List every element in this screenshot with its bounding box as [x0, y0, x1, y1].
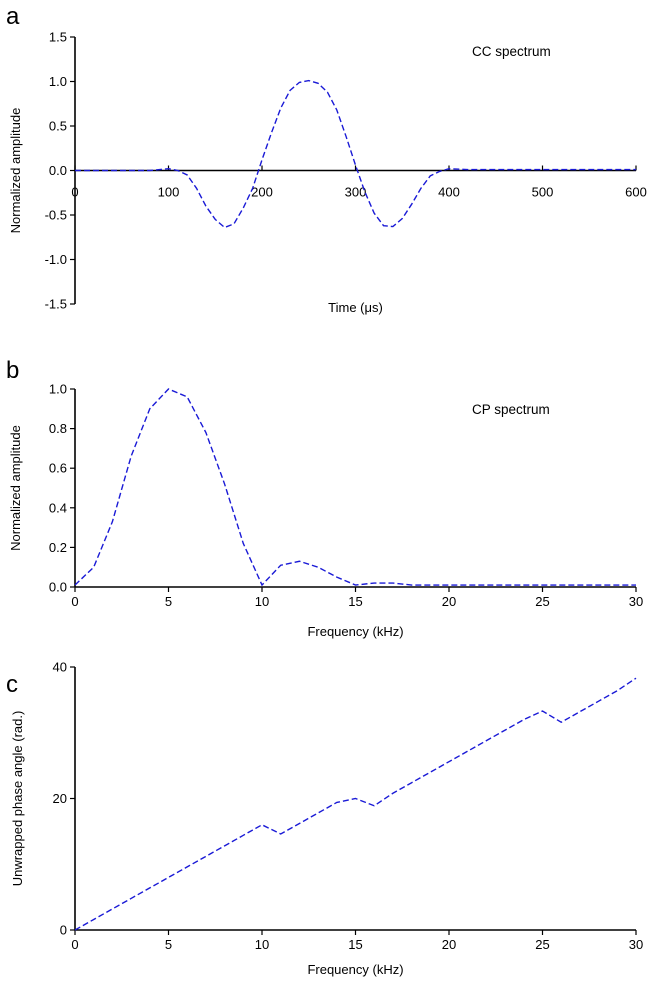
y-tick-label-b-3: 0.6	[49, 461, 67, 476]
x-tick-label-c-2: 10	[255, 937, 269, 952]
y-tick-label-b-4: 0.8	[49, 421, 67, 436]
y-axis-label-c: Unwrapped phase angle (rad.)	[10, 711, 25, 887]
x-tick-label-b-4: 20	[442, 594, 456, 609]
x-tick-label-a-5: 500	[532, 185, 554, 200]
panel-label-a: a	[6, 3, 20, 30]
x-tick-label-c-1: 5	[165, 937, 172, 952]
y-tick-label-a-4: 0.5	[49, 119, 67, 134]
x-tick-label-a-3: 300	[345, 185, 367, 200]
chart-panel-c: 0 20 40 0 5 10 15 20 25 30 Frequency (kHz) Unwrappe…	[10, 660, 643, 978]
y-tick-label-c-0: 0	[60, 923, 67, 938]
x-tick-label-a-2: 200	[251, 185, 273, 200]
series-line-c-0	[74, 677, 637, 931]
panel-label-c: c	[6, 671, 18, 698]
x-tick-label-a-4: 400	[438, 185, 460, 200]
x-tick-label-a-1: 100	[158, 185, 180, 200]
x-axis-label-b: Frequency (kHz)	[307, 624, 403, 639]
y-tick-label-a-3: 0.0	[49, 163, 67, 178]
y-tick-label-a-2: -0.5	[45, 208, 67, 223]
x-tick-label-b-6: 30	[629, 594, 643, 609]
y-axis-label-a: Normalized amplitude	[8, 108, 23, 234]
x-tick-label-c-5: 25	[535, 937, 549, 952]
y-tick-label-b-5: 1.0	[49, 382, 67, 397]
x-tick-label-b-5: 25	[535, 594, 549, 609]
annotation-a: CC spectrum	[472, 44, 551, 59]
x-tick-label-b-1: 5	[165, 594, 172, 609]
y-tick-label-a-0: -1.5	[45, 297, 67, 312]
chart-panel-b: 0.0 0.2 0.4 0.6 0.8 1.0 0 5 10 15 20 25 30 Frequency …	[8, 382, 643, 640]
x-tick-label-c-3: 15	[348, 937, 362, 952]
x-axis-label-a: Time (μs)	[328, 300, 383, 315]
y-tick-label-b-2: 0.4	[49, 500, 67, 515]
x-tick-label-c-4: 20	[442, 937, 456, 952]
y-tick-label-c-1: 20	[53, 791, 67, 806]
panel-label-b: b	[6, 357, 19, 384]
x-tick-label-a-0: 0	[71, 185, 78, 200]
x-tick-label-b-3: 15	[348, 594, 362, 609]
x-axis-label-c: Frequency (kHz)	[307, 962, 403, 977]
annotation-b: CP spectrum	[472, 402, 550, 417]
y-tick-label-b-0: 0.0	[49, 580, 67, 595]
y-tick-label-a-5: 1.0	[49, 74, 67, 89]
series-line-a-0	[75, 79, 636, 229]
x-tick-label-c-0: 0	[71, 937, 78, 952]
x-tick-label-b-0: 0	[71, 594, 78, 609]
x-tick-label-b-2: 10	[255, 594, 269, 609]
y-tick-label-c-2: 40	[53, 660, 67, 675]
chart-panel-a: -1.5 -1.0 -0.5 0.0 0.5 1.0 1.5 0 100 200 300 400 500…	[8, 30, 647, 316]
y-axis-label-b: Normalized amplitude	[8, 425, 23, 551]
x-tick-label-c-6: 30	[629, 937, 643, 952]
y-tick-label-a-6: 1.5	[49, 30, 67, 45]
x-tick-label-a-6: 600	[625, 185, 647, 200]
y-tick-label-b-1: 0.2	[49, 540, 67, 555]
series-line-b-0	[74, 388, 636, 587]
y-tick-label-a-1: -1.0	[45, 252, 67, 267]
